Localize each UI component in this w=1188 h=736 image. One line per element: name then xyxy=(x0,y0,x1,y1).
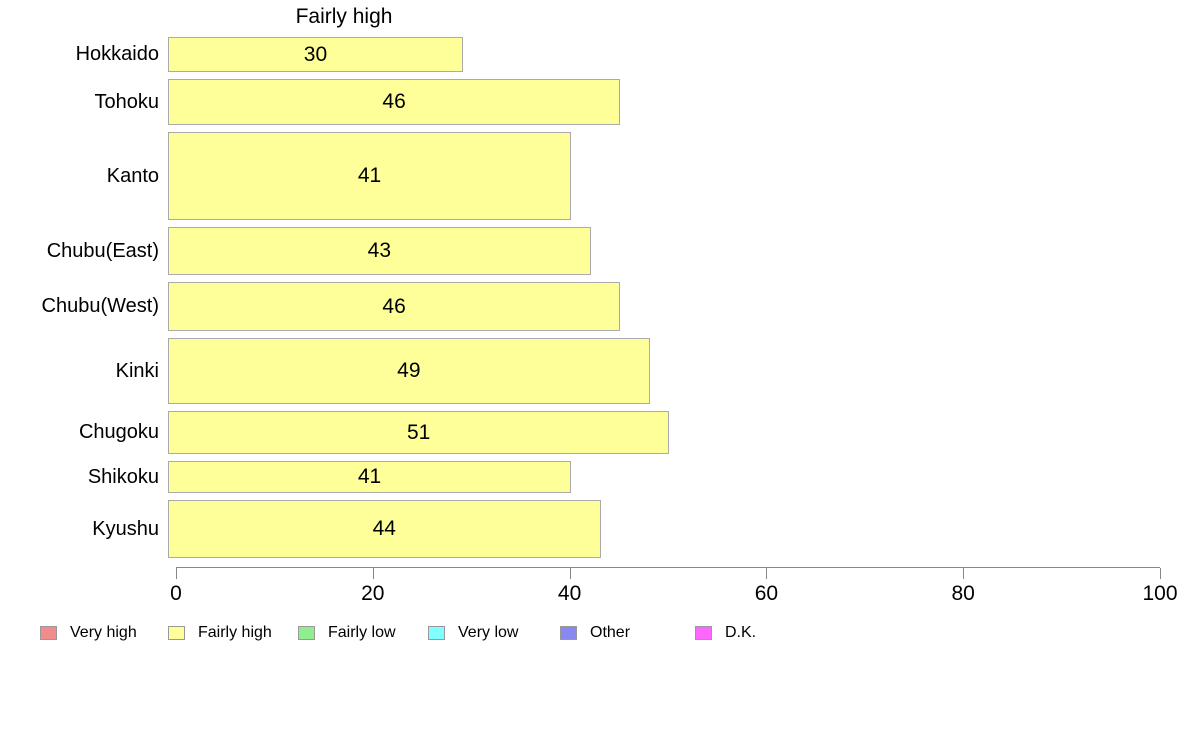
x-tick-label: 20 xyxy=(361,582,385,605)
x-tick xyxy=(569,568,571,579)
legend-label: Very low xyxy=(458,624,519,641)
bar-row: Chugoku 51 xyxy=(0,411,1160,454)
bar-hokkaido: 30 xyxy=(168,37,463,72)
x-tick-label: 80 xyxy=(951,582,975,605)
bar-value: 30 xyxy=(303,42,328,66)
bar-row: Kanto 41 xyxy=(0,132,1160,220)
x-tick-label: 60 xyxy=(754,582,779,605)
legend-item: Other xyxy=(560,624,630,642)
region-label: Shikoku xyxy=(87,465,159,488)
x-tick-label: 0 xyxy=(170,582,182,605)
bar-row: Hokkaido 30 xyxy=(0,37,1160,72)
legend: Very high Fairly high Fairly low Very lo… xyxy=(0,624,1188,646)
legend-item: Very high xyxy=(40,624,137,642)
x-tick-label: 40 xyxy=(557,582,582,605)
bar-track: 46 xyxy=(168,282,1151,331)
bar-value: 46 xyxy=(382,90,406,113)
legend-item: Very low xyxy=(428,624,518,642)
legend-label: Fairly high xyxy=(198,624,272,641)
legend-label: Fairly low xyxy=(328,624,396,641)
bar-track: 49 xyxy=(168,338,1151,404)
region-label: Kyushu xyxy=(92,517,159,540)
bar-kyushu: 44 xyxy=(168,500,601,558)
bar-value: 49 xyxy=(397,359,421,382)
bar-value: 51 xyxy=(406,420,431,444)
bar-kinki: 49 xyxy=(168,338,650,404)
region-label: Chugoku xyxy=(78,421,159,443)
bar-row: Kyushu 44 xyxy=(0,500,1160,558)
bar-value: 41 xyxy=(357,164,382,187)
region-label: Chubu(West) xyxy=(41,295,159,317)
legend-label: Very high xyxy=(70,624,137,641)
bar-row: Shikoku 41 xyxy=(0,461,1160,493)
x-tick xyxy=(1160,568,1161,579)
plot-area: Hokkaido 30 Tohoku 46 Kanto 41 xyxy=(0,37,1160,565)
legend-label: Other xyxy=(590,624,631,641)
x-tick xyxy=(372,568,374,579)
region-label: Hokkaido xyxy=(75,43,159,65)
bar-value: 46 xyxy=(382,294,406,318)
bar-track: 41 xyxy=(168,132,1151,220)
legend-swatch-fairly-high xyxy=(168,626,185,640)
x-tick xyxy=(176,568,177,579)
bar-chubu-west: 46 xyxy=(168,282,621,331)
region-label: Kinki xyxy=(115,359,159,382)
legend-item: Fairly low xyxy=(298,624,396,642)
bar-row: Kinki 49 xyxy=(0,338,1160,404)
legend-swatch-dk xyxy=(695,626,712,640)
legend-label: D.K. xyxy=(725,624,757,641)
bar-track: 46 xyxy=(168,79,1151,125)
bar-track: 41 xyxy=(168,461,1151,493)
bar-row: Tohoku 46 xyxy=(0,79,1160,125)
bar-track: 43 xyxy=(168,227,1151,275)
bar-row: Chubu(West) 46 xyxy=(0,282,1160,331)
legend-item: D.K. xyxy=(695,624,756,642)
bar-tohoku: 46 xyxy=(168,79,621,125)
region-label: Kanto xyxy=(106,164,159,187)
chart-title: Fairly high xyxy=(295,5,393,28)
x-tick-label: 100 xyxy=(1142,582,1178,605)
bar-kanto: 41 xyxy=(168,132,572,220)
bar-value: 41 xyxy=(357,465,382,488)
x-tick xyxy=(766,568,768,579)
bar-chugoku: 51 xyxy=(168,411,670,454)
legend-swatch-very-high xyxy=(40,626,57,640)
bar-track: 51 xyxy=(168,411,1151,454)
legend-swatch-fairly-low xyxy=(298,626,315,640)
bar-track: 30 xyxy=(168,37,1151,72)
bar-row: Chubu(East) 43 xyxy=(0,227,1160,275)
region-label: Chubu(East) xyxy=(46,239,159,262)
region-label: Tohoku xyxy=(94,90,160,113)
legend-swatch-very-low xyxy=(428,626,445,640)
x-tick xyxy=(963,568,965,579)
legend-swatch-other xyxy=(560,626,577,640)
bar-value: 44 xyxy=(372,517,396,540)
x-axis: 0 20 40 60 80 100 xyxy=(170,567,1178,605)
bar-track: 44 xyxy=(168,500,1151,558)
bar-value: 43 xyxy=(367,239,392,262)
bar-chubu-east: 43 xyxy=(168,227,591,275)
bar-shikoku: 41 xyxy=(168,461,572,493)
legend-item: Fairly high xyxy=(168,624,272,642)
